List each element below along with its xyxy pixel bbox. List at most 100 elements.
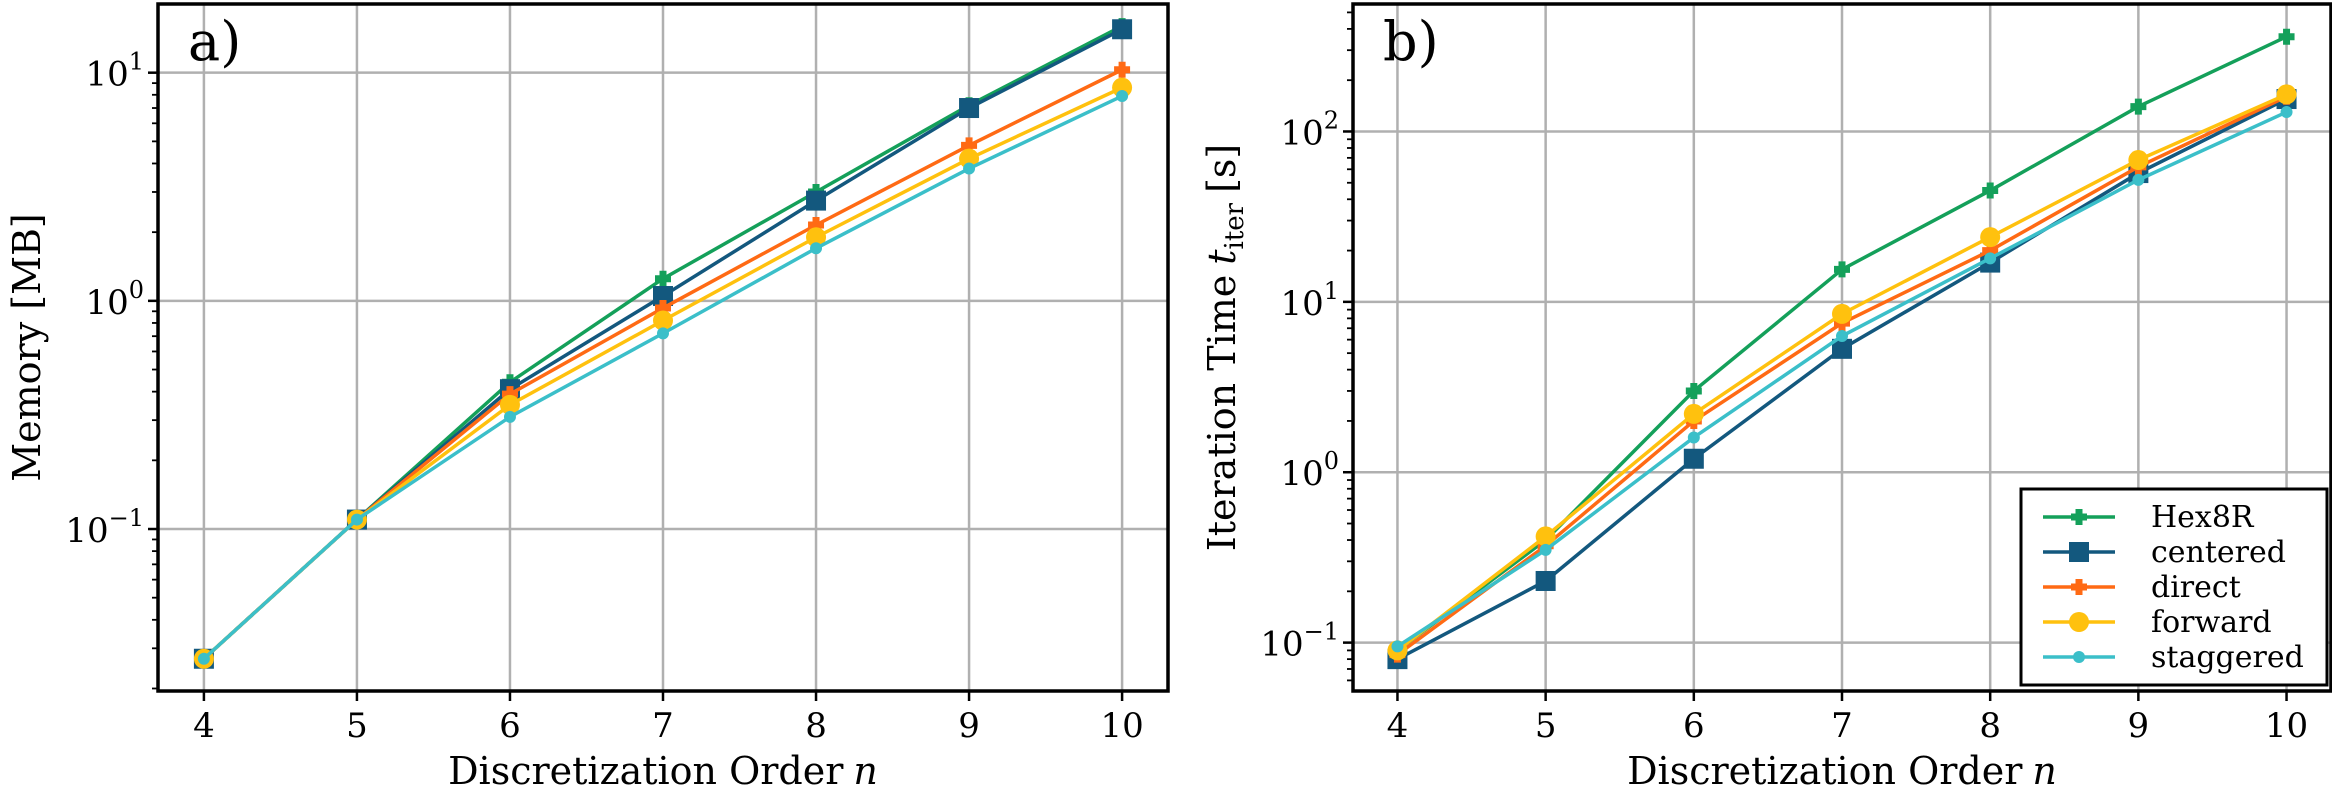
y-tick-label: 10−1 xyxy=(65,504,144,551)
y-tick-exponent: 2 xyxy=(1324,106,1339,134)
series-staggered xyxy=(1391,106,2293,653)
legend-marker-centered xyxy=(2069,542,2089,562)
x-tick-label: 5 xyxy=(1535,706,1557,746)
data-point-forward xyxy=(1980,227,2001,248)
y-tick-exponent: 1 xyxy=(1324,277,1339,305)
x-axis-title-text: Discretization Order xyxy=(448,749,844,790)
data-point-staggered xyxy=(2132,173,2145,186)
y-tick-exponent: −1 xyxy=(109,504,144,532)
y-axis-title-text: Memory [MB] xyxy=(5,213,49,482)
x-tick-label: 8 xyxy=(805,706,827,746)
y-axis-title-b: Iteration Time titer [s] xyxy=(1200,144,1250,552)
x-tick-label: 10 xyxy=(1100,706,1143,746)
x-axis-title-text: Discretization Order xyxy=(1627,749,2023,790)
y-tick-exponent: 0 xyxy=(129,276,144,304)
x-tick-label: 6 xyxy=(1683,706,1705,746)
data-point-Hex8R xyxy=(655,270,671,287)
x-tick-label: 5 xyxy=(346,706,368,746)
data-point-staggered xyxy=(350,513,363,526)
data-point-Hex8R xyxy=(1834,261,1850,278)
data-point-centered xyxy=(959,98,980,119)
data-point-staggered xyxy=(503,410,516,423)
legend-label-staggered: staggered xyxy=(2151,640,2304,675)
x-tick-label: 7 xyxy=(652,706,674,746)
y-tick-base: 10 xyxy=(1280,113,1323,153)
panel-label-b: b) xyxy=(1383,10,1439,73)
data-point-forward xyxy=(1683,403,1704,424)
data-point-centered xyxy=(1535,570,1556,591)
y-tick-base: 10 xyxy=(1260,625,1303,665)
legend-label-Hex8R: Hex8R xyxy=(2151,500,2255,535)
data-point-staggered xyxy=(2280,106,2293,119)
y-axis-title-text: Iteration Time xyxy=(1200,275,1244,551)
data-point-Hex8R xyxy=(1685,382,1702,399)
y-axis-title-subscript: iter xyxy=(1220,202,1250,249)
x-axis-title-b: Discretization Order n xyxy=(1627,749,2057,790)
x-tick-label: 10 xyxy=(2265,706,2308,746)
x-tick-label: 9 xyxy=(2128,706,2150,746)
legend-marker-staggered xyxy=(2073,651,2085,663)
data-point-forward xyxy=(499,394,520,415)
data-point-forward xyxy=(806,227,827,248)
data-point-staggered xyxy=(1539,543,1552,556)
data-point-staggered xyxy=(1391,640,1404,653)
data-point-forward xyxy=(2128,150,2149,171)
data-point-centered xyxy=(1683,448,1704,469)
data-point-staggered xyxy=(1984,252,1997,265)
x-axis-title-variable: n xyxy=(853,749,877,790)
data-point-centered xyxy=(1112,19,1133,40)
x-tick-label: 9 xyxy=(958,706,980,746)
x-tick-label: 4 xyxy=(193,706,215,746)
data-point-staggered xyxy=(1687,431,1700,444)
data-point-forward xyxy=(653,310,673,331)
data-point-staggered xyxy=(963,162,976,175)
data-point-staggered xyxy=(1836,330,1848,343)
y-tick-label: 100 xyxy=(85,276,144,323)
legend-label-direct: direct xyxy=(2151,570,2241,605)
data-point-Hex8R xyxy=(1982,182,1999,199)
data-point-staggered xyxy=(810,242,823,255)
x-tick-label: 8 xyxy=(1979,706,2001,746)
y-tick-label: 102 xyxy=(1280,106,1339,153)
y-tick-base: 10 xyxy=(1280,284,1323,324)
data-point-centered xyxy=(806,190,827,211)
data-point-Hex8R xyxy=(2130,98,2147,115)
panel-label-a: a) xyxy=(188,10,241,73)
y-tick-exponent: −1 xyxy=(1304,618,1339,646)
y-axis-title-unit: [s] xyxy=(1200,144,1244,193)
data-point-staggered xyxy=(1116,90,1129,103)
data-point-forward xyxy=(1112,77,1133,98)
y-axis-title-a: Memory [MB] xyxy=(5,213,49,482)
y-axis-title-variable: t xyxy=(1200,249,1244,265)
y-tick-label: 101 xyxy=(1280,277,1339,324)
x-axis-title-a: Discretization Order n xyxy=(448,749,878,790)
data-point-Hex8R xyxy=(2278,28,2295,45)
legend-label-centered: centered xyxy=(2151,535,2286,570)
y-tick-base: 10 xyxy=(85,55,128,95)
data-point-forward xyxy=(959,148,980,169)
x-tick-label: 6 xyxy=(499,706,521,746)
data-point-staggered xyxy=(197,652,210,665)
y-tick-label: 100 xyxy=(1280,447,1339,494)
legend-marker-Hex8R xyxy=(2071,509,2087,525)
y-tick-exponent: 0 xyxy=(1324,447,1339,475)
x-tick-label: 4 xyxy=(1387,706,1409,746)
y-tick-label: 10−1 xyxy=(1260,618,1339,665)
data-point-staggered xyxy=(657,327,669,340)
grid-a xyxy=(158,4,1168,691)
data-point-forward xyxy=(2276,84,2297,105)
data-point-centered xyxy=(653,286,673,307)
data-point-forward xyxy=(1832,303,1852,324)
legend-marker-direct xyxy=(2071,579,2087,595)
y-tick-label: 101 xyxy=(85,48,144,95)
data-point-centered xyxy=(1832,338,1852,359)
x-tick-label: 7 xyxy=(1831,706,1853,746)
series-staggered xyxy=(197,90,1129,665)
legend-marker-forward xyxy=(2069,612,2089,632)
x-axis-title-variable: n xyxy=(2032,749,2056,790)
y-tick-base: 10 xyxy=(1280,454,1323,494)
